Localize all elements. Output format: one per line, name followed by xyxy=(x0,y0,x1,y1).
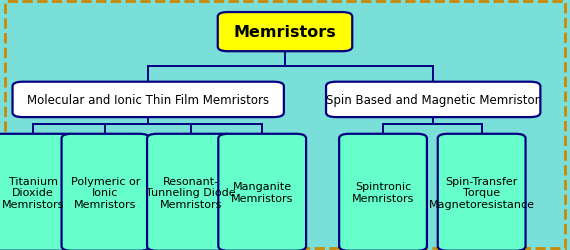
Text: Memristors: Memristors xyxy=(234,25,336,40)
Text: Manganite
Memristors: Manganite Memristors xyxy=(231,182,294,203)
FancyBboxPatch shape xyxy=(13,82,284,118)
Text: Molecular and Ionic Thin Film Memristors: Molecular and Ionic Thin Film Memristors xyxy=(27,94,269,106)
Text: Spintronic
Memristors: Spintronic Memristors xyxy=(352,182,414,203)
FancyBboxPatch shape xyxy=(438,134,526,250)
FancyBboxPatch shape xyxy=(0,134,77,250)
Text: Spin-Transfer
Torque
Magnetoresistance: Spin-Transfer Torque Magnetoresistance xyxy=(429,176,535,209)
FancyBboxPatch shape xyxy=(62,134,149,250)
FancyBboxPatch shape xyxy=(339,134,427,250)
FancyBboxPatch shape xyxy=(218,13,352,52)
FancyBboxPatch shape xyxy=(326,82,540,118)
Text: Spin Based and Magnetic Memristor: Spin Based and Magnetic Memristor xyxy=(327,94,540,106)
Text: Polymeric or
Ionic
Memristors: Polymeric or Ionic Memristors xyxy=(71,176,140,209)
FancyBboxPatch shape xyxy=(147,134,235,250)
Text: Resonant-
Tunneling Diode
Memristors: Resonant- Tunneling Diode Memristors xyxy=(146,176,236,209)
Text: Titanium
Dioxide
Memristors: Titanium Dioxide Memristors xyxy=(2,176,64,209)
FancyBboxPatch shape xyxy=(218,134,306,250)
